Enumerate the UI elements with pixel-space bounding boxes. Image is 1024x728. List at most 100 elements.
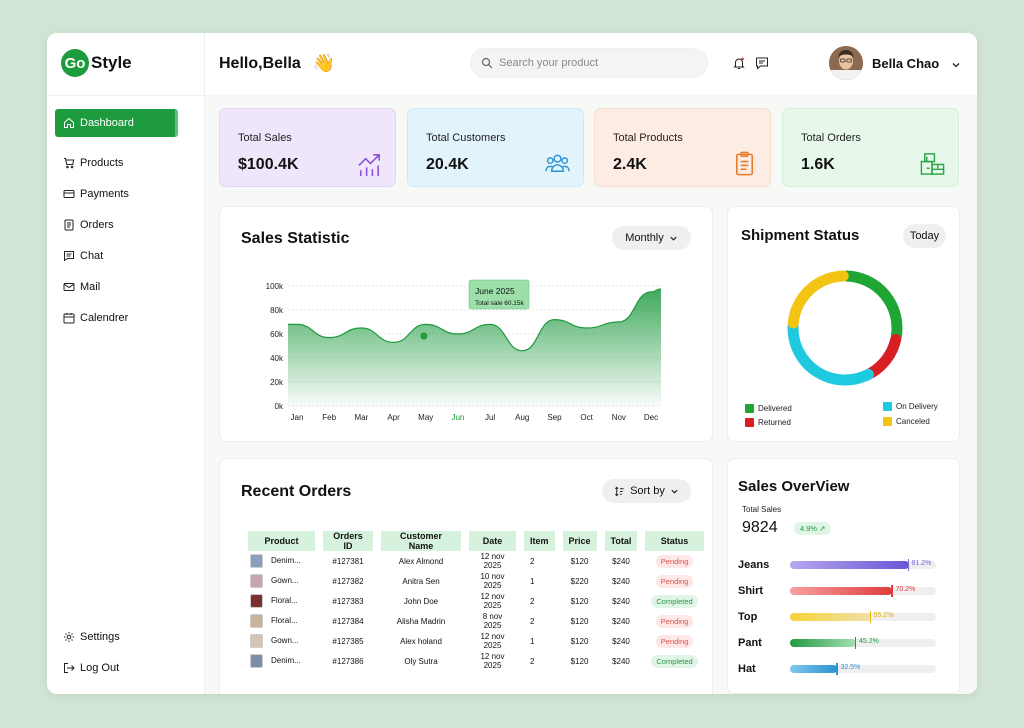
sidebar-item-orders[interactable]: Orders (55, 213, 178, 237)
bar-fill (790, 613, 871, 621)
cell-price: $220 (570, 576, 589, 586)
donut-segment-canceled[interactable] (787, 270, 849, 329)
table-row[interactable]: Floral... #127384 Alisha Madrin 8 nov 2025 2… (248, 611, 704, 631)
sales-area (288, 289, 661, 406)
stat-card-total-orders[interactable]: Total Orders 1.6K (782, 108, 959, 187)
highlight-point[interactable] (420, 332, 428, 340)
avatar[interactable] (829, 46, 863, 80)
sidebar-item-payments[interactable]: Payments (55, 182, 178, 206)
search-icon (481, 57, 493, 69)
stat-label: Total Products (613, 132, 683, 144)
sidebar-item-dashboard[interactable]: Dashboard (55, 109, 178, 137)
donut-segment-on-delivery[interactable] (787, 321, 874, 386)
cell-item: 2 (530, 616, 535, 626)
period-dropdown[interactable]: Monthly (612, 226, 691, 250)
y-tick-label: 0k (275, 402, 284, 411)
main-content: Hello,Bella 👋 Bella Chao (205, 33, 977, 694)
overview-bar-jeans: Jeans 81.2% (738, 559, 938, 571)
sidebar-item-mail[interactable]: Mail (55, 275, 178, 299)
col-status[interactable]: Status (645, 531, 704, 551)
cell-order-id: #127384 (332, 616, 364, 626)
legend-returned: Returned (745, 418, 791, 427)
cell-customer: Alex Almond (398, 556, 444, 566)
panel-title: Sales Statistic (241, 230, 350, 247)
sidebar-item-calendar[interactable]: Calendrer (55, 306, 178, 330)
cell-price: $120 (570, 616, 589, 626)
sidebar-bottom: Settings Log Out (55, 625, 178, 687)
trend-up-icon (358, 154, 380, 177)
y-tick-label: 80k (270, 306, 284, 315)
bar-fill (790, 561, 909, 569)
mail-icon (63, 283, 75, 291)
table-row[interactable]: Denim... #127386 Oly Sutra 12 nov 2025 2 $120… (248, 651, 704, 671)
chart-tooltip: June 2025 Total sale 60.15k (468, 279, 530, 310)
table-row[interactable]: Gown... #127382 Anitra Sen 10 nov 2025 1 $220… (248, 571, 704, 591)
stat-card-total-products[interactable]: Total Products 2.4K (594, 108, 771, 187)
overview-bar-shirt: Shirt 70.2% (738, 585, 938, 597)
sidebar-item-settings[interactable]: Settings (55, 625, 178, 649)
search-input[interactable] (499, 57, 689, 69)
stat-value: $100.4K (238, 156, 299, 173)
search-box[interactable] (470, 48, 708, 78)
table-row[interactable]: Denim... #127381 Alex Almond 12 nov 2025 2 $1… (248, 551, 704, 571)
bar-fill (790, 639, 856, 647)
sidebar-item-products[interactable]: Products (55, 151, 178, 175)
sales-line (287, 288, 662, 352)
message-icon[interactable] (755, 56, 769, 70)
period-dropdown[interactable]: Today (903, 224, 946, 248)
cell-product: Floral... (248, 611, 315, 631)
sidebar-item-label: Payments (80, 188, 129, 200)
bar-marker (869, 611, 872, 623)
bar-fill (790, 587, 893, 595)
donut-segment-returned[interactable] (866, 334, 902, 379)
bell-icon[interactable] (732, 56, 746, 70)
cell-order-id: #127385 (332, 636, 364, 646)
x-tick-label: Jan (291, 413, 304, 422)
sales-area-chart: 0k 20k 40k 60k 80k 100k Jan Feb Mar Apr May Jun Jul A… (266, 279, 662, 422)
bar-label: Shirt (738, 585, 764, 597)
chevron-down-icon (670, 236, 677, 241)
col-total[interactable]: Total (604, 531, 638, 551)
bar-track: 55.2% (790, 611, 936, 623)
cell-total: $240 (612, 636, 630, 646)
stat-card-total-customers[interactable]: Total Customers 20.4K (407, 108, 584, 187)
bar-label: Top (738, 611, 758, 623)
user-name[interactable]: Bella Chao (872, 56, 961, 71)
col-item[interactable]: Item (524, 531, 555, 551)
cart-icon (64, 158, 75, 169)
col-date[interactable]: Date (469, 531, 516, 551)
table-row[interactable]: Floral... #127383 John Doe 12 nov 2025 2 $120… (248, 591, 704, 611)
clipboard-icon (736, 151, 753, 176)
greeting-text: Hello,Bella (219, 54, 301, 72)
sidebar-item-logout[interactable]: Log Out (55, 656, 178, 680)
chat-icon (64, 251, 74, 262)
sidebar-item-chat[interactable]: Chat (55, 244, 178, 268)
product-thumbnail (250, 634, 263, 648)
status-badge: Completed (651, 594, 698, 608)
sort-icon (615, 486, 624, 496)
product-thumbnail (250, 654, 263, 668)
donut-segment-delivered[interactable] (841, 270, 903, 342)
cell-product: Gown... (248, 631, 315, 651)
col-product[interactable]: Product (248, 531, 315, 551)
stat-value: 20.4K (426, 156, 469, 173)
x-tick-label: Feb (322, 413, 336, 422)
cell-total: $240 (612, 576, 630, 586)
logo[interactable]: Go Style (61, 49, 132, 77)
bar-label: Jeans (738, 559, 770, 571)
cell-status: Pending (645, 611, 703, 631)
col-customer[interactable]: Customer Name (381, 531, 461, 551)
tooltip-text: Total sale 60.15k (475, 300, 525, 307)
cell-item: 2 (530, 556, 535, 566)
product-thumbnail (250, 614, 263, 628)
stat-card-total-sales[interactable]: Total Sales $100.4K (219, 108, 396, 187)
col-price[interactable]: Price (562, 531, 597, 551)
col-order-id[interactable]: Orders ID (323, 531, 373, 551)
total-sales-label: Total Sales (742, 505, 782, 514)
status-badge: Pending (655, 614, 694, 628)
sort-by-button[interactable]: Sort by (602, 479, 691, 503)
table-row[interactable]: Gown... #127385 Alex holand 12 nov 2025 1 $12… (248, 631, 704, 651)
sidebar-item-label: Orders (80, 219, 114, 231)
period-dropdown-label: Monthly (625, 232, 664, 244)
cell-customer: Alex holand (400, 636, 442, 646)
